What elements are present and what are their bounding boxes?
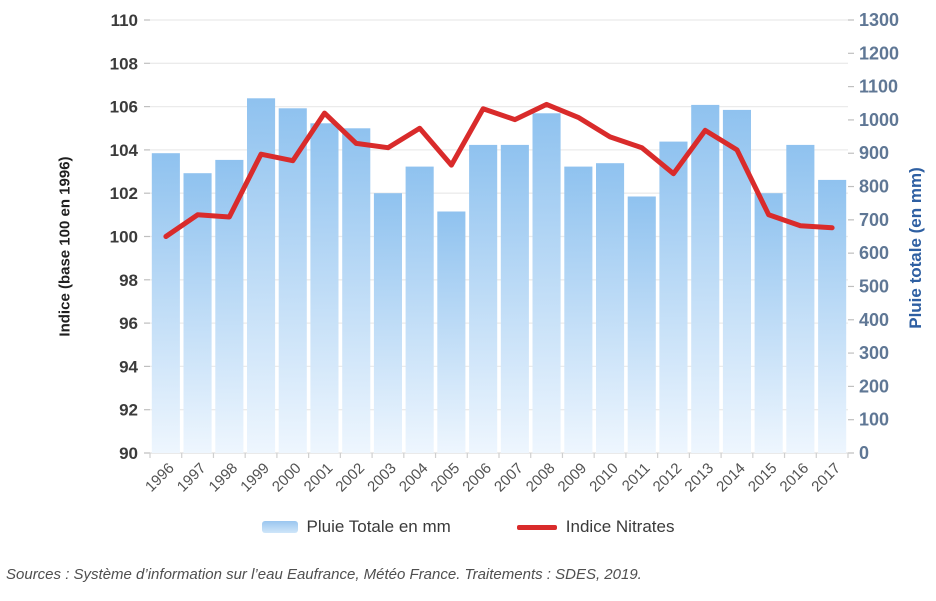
left-tick-92: 92 [119,401,138,420]
left-axis-title: Indice (base 100 en 1996) [56,156,74,337]
x-axis-labels: 1996199719981999200020012002200320042005… [142,453,849,496]
right-axis-ticks: 0 100 200 300 400 500 600 700 800 900 1000 1100 1200… [848,10,899,463]
rainfall-bars [151,98,847,454]
bar-1996 [151,153,180,453]
bar-2006 [469,144,498,453]
x-label-2007: 2007 [491,460,527,496]
bar-2011 [627,196,656,453]
bar-2005 [437,211,466,453]
x-label-2004: 2004 [396,460,432,496]
right-tick-900: 900 [859,143,889,163]
right-tick-100: 100 [859,410,889,430]
source-caption: Sources : Système d’information sur l’ea… [6,566,642,583]
bar-1998 [215,159,244,453]
left-tick-98: 98 [119,271,138,290]
bar-2010 [596,163,625,453]
x-label-2015: 2015 [745,460,781,496]
chart-legend: Pluie Totale en mm Indice Nitrates [0,517,936,537]
x-label-2012: 2012 [650,460,686,496]
x-label-2008: 2008 [523,460,559,496]
bar-swatch-icon [261,521,298,533]
bar-2009 [564,166,593,453]
right-tick-300: 300 [859,343,889,363]
x-label-2010: 2010 [586,460,622,496]
right-tick-600: 600 [859,243,889,263]
x-label-2000: 2000 [269,460,305,496]
left-tick-110: 110 [111,11,138,30]
nitrates-line [163,101,835,239]
x-label-2016: 2016 [777,460,813,496]
bar-2016 [786,144,815,453]
bar-2001 [310,123,339,454]
right-tick-1300: 1300 [859,10,899,30]
x-label-1999: 1999 [237,460,273,496]
bar-2014 [722,109,751,454]
right-tick-500: 500 [859,276,889,296]
right-tick-800: 800 [859,177,889,197]
left-tick-96: 96 [119,314,138,333]
x-label-2017: 2017 [808,460,844,496]
x-label-2001: 2001 [301,460,337,496]
left-axis-ticks: 90 92 94 96 98 100 102 104 106 108 110 [110,11,150,463]
x-label-2011: 2011 [619,460,654,495]
left-tick-100: 100 [110,228,138,247]
left-tick-90: 90 [119,444,138,463]
bar-2017 [818,179,847,453]
x-label-2009: 2009 [555,460,591,496]
left-tick-104: 104 [110,141,139,160]
left-tick-108: 108 [110,54,138,73]
x-label-1997: 1997 [174,460,210,496]
bar-2012 [659,141,688,453]
left-tick-106: 106 [110,98,138,117]
right-tick-1200: 1200 [859,43,899,63]
bar-2007 [500,144,529,453]
x-label-1996: 1996 [142,460,178,496]
legend-label-indice-nitrates: Indice Nitrates [565,517,675,536]
chart-plot-area: 9092949698100102104106108110010020030040… [110,10,899,496]
x-label-1998: 1998 [206,460,242,496]
bar-2015 [754,193,783,453]
x-label-2014: 2014 [713,460,749,496]
left-tick-102: 102 [110,184,138,203]
right-axis-title: Pluie totale (en mm) [906,167,925,329]
bar-2000 [278,108,307,454]
right-tick-400: 400 [859,310,889,330]
x-label-2003: 2003 [364,460,400,496]
line-swatch-icon [516,524,557,530]
bar-2008 [532,113,561,454]
legend-item-pluie-totale: Pluie Totale en mm [261,517,451,537]
bar-2004 [405,166,434,453]
bar-2003 [373,193,402,453]
bar-2002 [342,128,371,454]
x-label-2005: 2005 [428,460,464,496]
right-tick-700: 700 [859,210,889,230]
right-tick-1100: 1100 [859,77,898,97]
legend-label-pluie-totale: Pluie Totale en mm [306,517,451,536]
x-label-2002: 2002 [332,460,368,496]
bar-1999 [247,98,276,454]
right-tick-0: 0 [859,443,869,463]
x-label-2006: 2006 [459,460,495,496]
bar-2013 [691,104,720,454]
legend-item-indice-nitrates: Indice Nitrates [516,517,675,537]
left-tick-94: 94 [119,357,138,376]
right-tick-200: 200 [859,376,889,396]
right-tick-1000: 1000 [859,110,899,130]
x-label-2013: 2013 [681,460,717,496]
